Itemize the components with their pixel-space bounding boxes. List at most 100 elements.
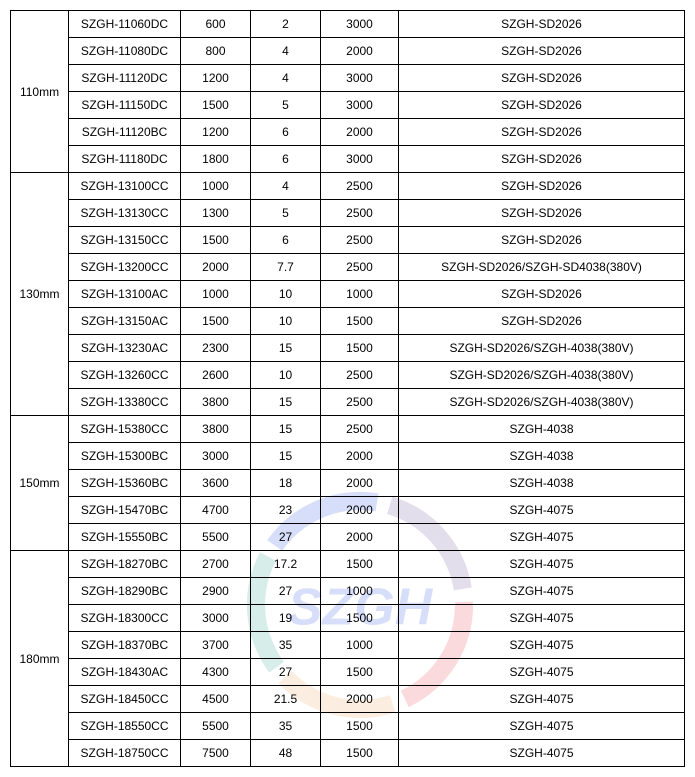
torque-cell: 4 [251,38,321,65]
driver-cell: SZGH-SD2026/SZGH-SD4038(380V) [399,254,685,281]
torque-cell: 6 [251,119,321,146]
power-cell: 1300 [181,200,251,227]
speed-cell: 1500 [321,740,399,767]
speed-cell: 2000 [321,119,399,146]
size-cell: 110mm [11,11,69,173]
torque-cell: 15 [251,443,321,470]
table-row: SZGH-18450CC450021.52000SZGH-4075 [11,686,685,713]
speed-cell: 2500 [321,362,399,389]
driver-cell: SZGH-4075 [399,551,685,578]
table-row: SZGH-13380CC3800152500SZGH-SD2026/SZGH-4… [11,389,685,416]
power-cell: 800 [181,38,251,65]
power-cell: 1500 [181,92,251,119]
model-cell: SZGH-13230AC [69,335,181,362]
model-cell: SZGH-18300CC [69,605,181,632]
table-row: SZGH-11180DC180063000SZGH-SD2026 [11,146,685,173]
model-cell: SZGH-18450CC [69,686,181,713]
torque-cell: 17.2 [251,551,321,578]
speed-cell: 1000 [321,281,399,308]
power-cell: 3000 [181,443,251,470]
speed-cell: 2000 [321,497,399,524]
table-row: SZGH-13150AC1500101500SZGH-SD2026 [11,308,685,335]
power-cell: 5500 [181,713,251,740]
torque-cell: 5 [251,92,321,119]
torque-cell: 27 [251,659,321,686]
model-cell: SZGH-18750CC [69,740,181,767]
driver-cell: SZGH-SD2026/SZGH-4038(380V) [399,335,685,362]
driver-cell: SZGH-SD2026 [399,92,685,119]
torque-cell: 10 [251,362,321,389]
table-row: SZGH-13230AC2300151500SZGH-SD2026/SZGH-4… [11,335,685,362]
size-cell: 180mm [11,551,69,767]
torque-cell: 21.5 [251,686,321,713]
driver-cell: SZGH-4038 [399,416,685,443]
model-cell: SZGH-18270BC [69,551,181,578]
model-cell: SZGH-11080DC [69,38,181,65]
table-row: SZGH-15470BC4700232000SZGH-4075 [11,497,685,524]
driver-cell: SZGH-4038 [399,443,685,470]
model-cell: SZGH-15380CC [69,416,181,443]
table-row: SZGH-15300BC3000152000SZGH-4038 [11,443,685,470]
driver-cell: SZGH-SD2026/SZGH-4038(380V) [399,389,685,416]
power-cell: 600 [181,11,251,38]
model-cell: SZGH-18290BC [69,578,181,605]
torque-cell: 48 [251,740,321,767]
speed-cell: 2500 [321,227,399,254]
speed-cell: 1500 [321,659,399,686]
spec-table: 110mmSZGH-11060DC60023000SZGH-SD2026SZGH… [10,10,685,767]
model-cell: SZGH-11060DC [69,11,181,38]
model-cell: SZGH-15550BC [69,524,181,551]
table-row: SZGH-11120BC120062000SZGH-SD2026 [11,119,685,146]
power-cell: 3800 [181,389,251,416]
table-row: SZGH-18300CC3000191500SZGH-4075 [11,605,685,632]
power-cell: 1200 [181,119,251,146]
model-cell: SZGH-15360BC [69,470,181,497]
torque-cell: 23 [251,497,321,524]
torque-cell: 15 [251,335,321,362]
table-row: 110mmSZGH-11060DC60023000SZGH-SD2026 [11,11,685,38]
power-cell: 1500 [181,227,251,254]
table-row: 180mmSZGH-18270BC270017.21500SZGH-4075 [11,551,685,578]
power-cell: 4700 [181,497,251,524]
speed-cell: 3000 [321,65,399,92]
torque-cell: 2 [251,11,321,38]
power-cell: 4300 [181,659,251,686]
speed-cell: 1000 [321,578,399,605]
table-row: 130mmSZGH-13100CC100042500SZGH-SD2026 [11,173,685,200]
model-cell: SZGH-13100AC [69,281,181,308]
torque-cell: 27 [251,578,321,605]
driver-cell: SZGH-SD2026/SZGH-4038(380V) [399,362,685,389]
speed-cell: 3000 [321,11,399,38]
model-cell: SZGH-13150AC [69,308,181,335]
model-cell: SZGH-13380CC [69,389,181,416]
power-cell: 2700 [181,551,251,578]
power-cell: 1800 [181,146,251,173]
speed-cell: 2000 [321,524,399,551]
model-cell: SZGH-13260CC [69,362,181,389]
driver-cell: SZGH-SD2026 [399,38,685,65]
table-row: SZGH-11080DC80042000SZGH-SD2026 [11,38,685,65]
speed-cell: 1000 [321,632,399,659]
speed-cell: 2000 [321,38,399,65]
table-row: SZGH-11120DC120043000SZGH-SD2026 [11,65,685,92]
driver-cell: SZGH-SD2026 [399,227,685,254]
speed-cell: 2000 [321,686,399,713]
power-cell: 3700 [181,632,251,659]
torque-cell: 6 [251,227,321,254]
model-cell: SZGH-11150DC [69,92,181,119]
driver-cell: SZGH-4075 [399,713,685,740]
speed-cell: 1500 [321,308,399,335]
power-cell: 3000 [181,605,251,632]
driver-cell: SZGH-SD2026 [399,119,685,146]
table-row: SZGH-18430AC4300271500SZGH-4075 [11,659,685,686]
torque-cell: 4 [251,173,321,200]
table-row: 150mmSZGH-15380CC3800152500SZGH-4038 [11,416,685,443]
driver-cell: SZGH-4075 [399,605,685,632]
table-row: SZGH-15360BC3600182000SZGH-4038 [11,470,685,497]
speed-cell: 1500 [321,551,399,578]
torque-cell: 19 [251,605,321,632]
model-cell: SZGH-13200CC [69,254,181,281]
speed-cell: 2500 [321,200,399,227]
table-row: SZGH-15550BC5500272000SZGH-4075 [11,524,685,551]
driver-cell: SZGH-SD2026 [399,65,685,92]
